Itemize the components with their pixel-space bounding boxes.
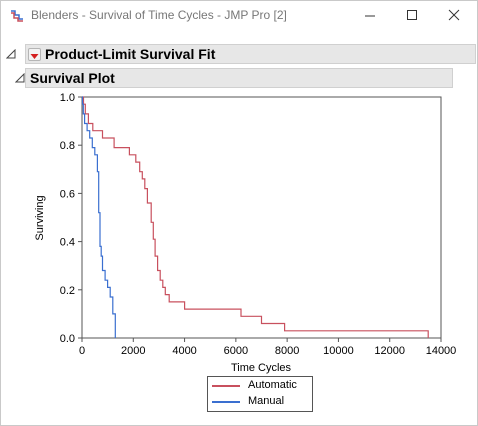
x-tick-label: 4000	[172, 345, 196, 357]
maximize-button[interactable]	[394, 1, 430, 31]
outline-title: Product-Limit Survival Fit	[45, 46, 216, 62]
series-layer	[81, 96, 429, 338]
x-tick-label: 6000	[224, 345, 248, 357]
legend-label-manual: Manual	[248, 395, 285, 407]
y-tick-label: 0.8	[60, 140, 75, 152]
outline-survival-plot[interactable]: Survival Plot	[25, 68, 453, 88]
y-tick-label: 0.2	[60, 285, 75, 297]
disclosure-triangle-icon[interactable]	[6, 49, 16, 59]
y-axis-title: Surviving	[34, 195, 46, 240]
legend-label-automatic: Automatic	[248, 379, 297, 391]
minimize-button[interactable]	[352, 1, 388, 31]
window-titlebar[interactable]: Blenders - Survival of Time Cycles - JMP…	[1, 1, 477, 31]
close-icon	[448, 9, 460, 21]
window-title: Blenders - Survival of Time Cycles - JMP…	[31, 8, 287, 22]
y-tick-label: 0.4	[60, 237, 75, 249]
red-triangle-icon	[30, 54, 39, 59]
y-axis: 0.0 0.2 0.4 0.6 0.8 1.0	[60, 92, 82, 345]
x-tick-label: 14000	[426, 345, 457, 357]
survival-curve-automatic[interactable]	[82, 96, 429, 338]
disclosure-triangle-icon[interactable]	[15, 73, 25, 83]
y-tick-label: 0.6	[60, 188, 75, 200]
legend-item-automatic[interactable]: Automatic	[212, 378, 312, 394]
y-tick-label: 1.0	[60, 92, 75, 104]
red-triangle-menu-button[interactable]	[28, 48, 41, 61]
y-tick-label: 0.0	[60, 333, 75, 345]
maximize-icon	[407, 10, 417, 20]
x-tick-label: 12000	[374, 345, 405, 357]
jmp-report-icon	[11, 10, 23, 22]
minimize-icon	[365, 15, 375, 17]
legend-item-manual[interactable]: Manual	[212, 394, 312, 410]
x-axis-title: Time Cycles	[231, 362, 292, 374]
legend-swatch-automatic	[212, 385, 240, 387]
x-tick-label: 10000	[323, 345, 354, 357]
close-button[interactable]	[436, 1, 472, 31]
plot-frame	[81, 96, 442, 339]
sub-outline-title: Survival Plot	[30, 70, 115, 86]
survival-curve-manual[interactable]	[81, 96, 116, 338]
x-axis: 0 2000 4000 6000 8000 10000 12000 14000	[79, 338, 456, 357]
x-tick-label: 2000	[121, 345, 145, 357]
x-tick-label: 0	[79, 345, 85, 357]
outline-product-limit-survival-fit[interactable]: Product-Limit Survival Fit	[25, 44, 476, 64]
legend: Automatic Manual	[207, 376, 313, 412]
legend-swatch-manual	[212, 401, 240, 403]
x-tick-label: 8000	[275, 345, 299, 357]
